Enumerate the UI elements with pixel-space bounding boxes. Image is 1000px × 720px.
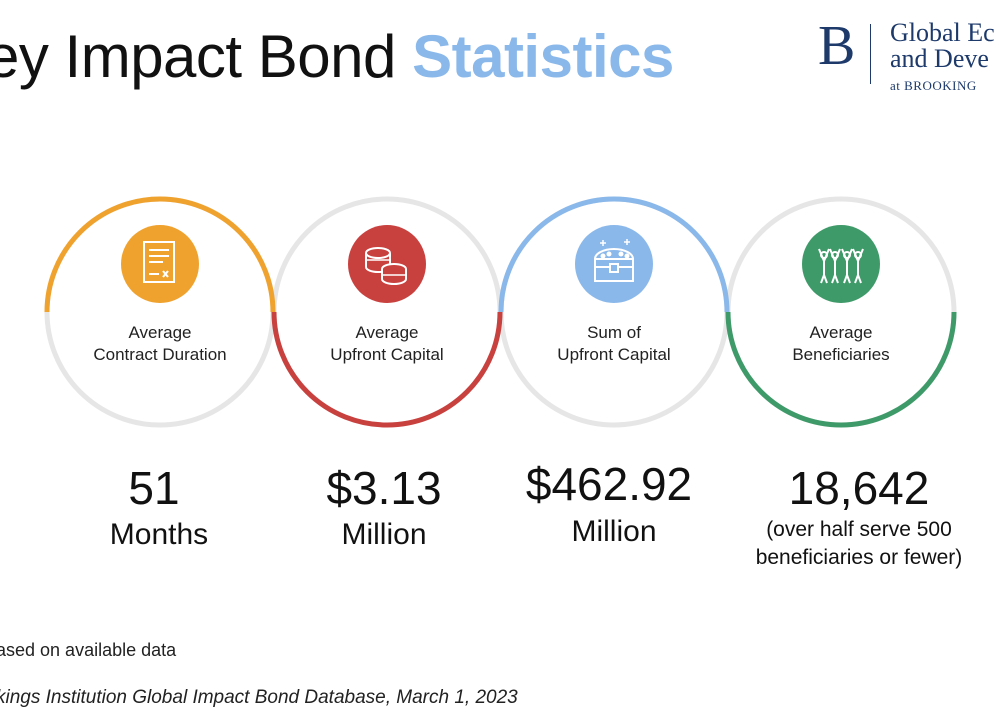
- label-avg-upfront-capital: Average Upfront Capital: [287, 322, 487, 366]
- value-avg-upfront-capital: $3.13: [326, 462, 442, 514]
- label-line-2: Upfront Capital: [330, 345, 444, 364]
- value-avg-beneficiaries: 18,642: [788, 462, 930, 514]
- source-citation: kings Institution Global Impact Bond Dat…: [0, 687, 518, 708]
- label-line-1: Sum of: [587, 323, 641, 342]
- unit-avg-upfront-capital: Million: [341, 518, 427, 551]
- logo-line-3: at BROOKING: [890, 78, 977, 93]
- label-line-2: Contract Duration: [93, 345, 227, 364]
- note-line-2: beneficiaries or fewer): [755, 546, 963, 569]
- title-highlight: Statistics: [412, 23, 674, 90]
- value-contract-duration: 51: [128, 462, 180, 514]
- unit-sum-upfront-capital: Million: [571, 515, 657, 548]
- logo-line-2: and Deve: [890, 44, 989, 73]
- logo-divider: [870, 24, 871, 84]
- treasure-chest-icon: [575, 225, 653, 303]
- unit-contract-duration: Months: [109, 518, 209, 551]
- label-line-2: Beneficiaries: [792, 345, 890, 364]
- contract-document-icon: [121, 225, 199, 303]
- logo-line-1: Global Ec: [890, 18, 995, 47]
- logo-letter: B: [818, 15, 856, 77]
- ring-arc-avg-capital: [271, 311, 503, 428]
- footnote: ased on available data: [0, 640, 177, 660]
- value-sum-upfront-capital: $462.92: [525, 458, 693, 510]
- coin-stack-icon: [348, 225, 426, 303]
- page-title: ey Impact Bond Statistics: [0, 22, 674, 91]
- note-beneficiaries: (over half serve 500 beneficiaries or fe…: [719, 516, 999, 572]
- label-line-1: Average: [809, 323, 873, 342]
- ring-arc-beneficiaries: [725, 311, 957, 428]
- title-main: ey Impact Bond: [0, 23, 413, 90]
- ring-arc-duration: [44, 196, 276, 313]
- label-line-2: Upfront Capital: [557, 345, 671, 364]
- label-contract-duration: Average Contract Duration: [60, 322, 260, 366]
- label-line-1: Average: [128, 323, 192, 342]
- label-sum-upfront-capital: Sum of Upfront Capital: [514, 322, 714, 366]
- label-avg-beneficiaries: Average Beneficiaries: [741, 322, 941, 366]
- label-line-1: Average: [355, 323, 419, 342]
- note-line-1: (over half serve 500: [766, 518, 952, 541]
- people-group-icon: [802, 225, 880, 303]
- ring-arc-sum-capital: [498, 196, 730, 313]
